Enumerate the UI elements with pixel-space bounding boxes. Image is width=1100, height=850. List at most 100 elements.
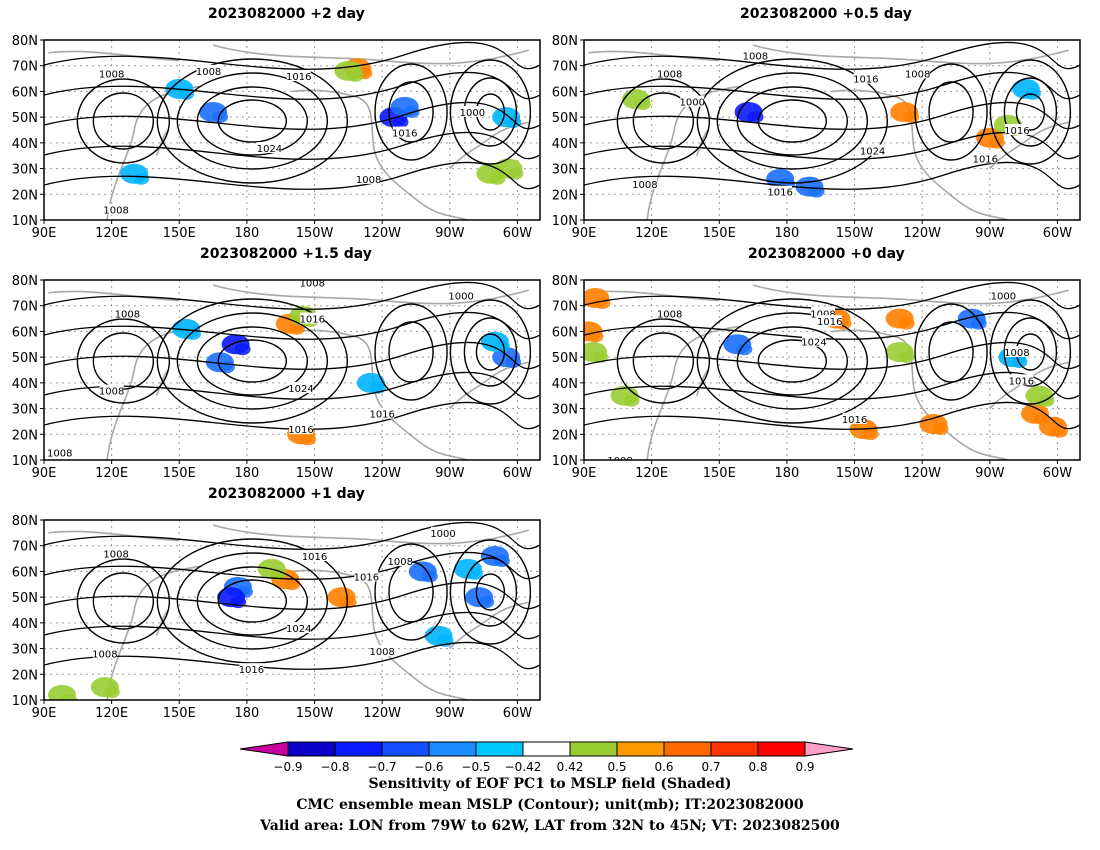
colorbar-segment — [522, 741, 571, 757]
lon-tick-label: 180 — [774, 466, 799, 481]
contour-label-bg — [104, 203, 129, 215]
mslp-contour — [156, 58, 349, 184]
colorbar-segment — [616, 741, 665, 757]
mslp-contour — [696, 58, 889, 184]
colorbar-segment — [287, 741, 336, 757]
lon-tick-label: 150W — [296, 706, 334, 721]
mslp-contour — [156, 298, 349, 424]
mslp-contour — [44, 161, 540, 190]
contour-label-bg — [99, 384, 124, 396]
lat-tick-label: 20N — [12, 188, 38, 203]
mslp-contour — [44, 71, 540, 100]
coastline — [48, 290, 180, 302]
lon-tick-label: 90W — [975, 466, 1005, 481]
mslp-contour — [44, 611, 540, 640]
contour-label: 1008 — [99, 387, 124, 398]
contour-label: 1008 — [92, 650, 117, 661]
mslp-contour — [989, 59, 1072, 165]
mslp-contour — [44, 341, 540, 370]
lat-tick-label: 20N — [12, 428, 38, 443]
lat-tick-label: 40N — [552, 137, 578, 152]
contour-label-bg — [354, 570, 379, 582]
mslp-contour — [616, 78, 711, 164]
mslp-contour — [44, 131, 540, 160]
contour-label: 1008 — [387, 557, 412, 568]
mslp-contour — [449, 299, 532, 405]
sensitivity-blob — [507, 167, 524, 180]
mslp-contour — [696, 298, 889, 424]
map-panel-plus-1-day: 1008 1016 1024 1016 1008 1016 1008 1000 1008 10N 2… — [12, 514, 541, 721]
mslp-contour — [217, 339, 288, 383]
lon-tick-label: 150E — [163, 706, 196, 721]
colorbar-label: −0.7 — [367, 760, 396, 774]
contour-label-bg — [104, 547, 129, 559]
mslp-contour — [928, 81, 974, 143]
sensitivity-blob — [623, 394, 640, 407]
contour-label-bg — [92, 647, 117, 659]
contour-label-bg — [853, 72, 878, 84]
lat-tick-label: 80N — [12, 34, 38, 49]
contour-label-bg — [302, 550, 327, 561]
sensitivity-blob — [133, 172, 150, 185]
mslp-contour — [584, 131, 1080, 160]
mslp-contour — [584, 371, 1080, 400]
lon-tick-label: 120W — [903, 226, 941, 241]
contour-label: 1000 — [991, 291, 1016, 302]
lat-tick-label: 10N — [552, 214, 578, 229]
mslp-contour — [1003, 77, 1058, 147]
mslp-contour — [156, 538, 349, 664]
mslp-contour — [584, 401, 1080, 430]
contour-label-bg — [289, 423, 314, 435]
sensitivity-blob — [592, 351, 609, 363]
contour-label: 1016 — [973, 154, 998, 165]
lat-tick-label: 20N — [12, 668, 38, 683]
contour-label: 1008 — [103, 549, 128, 560]
contour-label-bg — [905, 67, 930, 79]
mslp-contour — [44, 551, 540, 580]
mslp-contour — [463, 317, 518, 387]
sensitivity-blob — [61, 693, 78, 700]
sensitivity-blob — [932, 423, 949, 435]
map-background — [44, 40, 540, 220]
contour-label: 1016 — [369, 410, 394, 421]
mslp-contour — [92, 572, 155, 630]
contour-label: 1016 — [288, 425, 313, 436]
lon-tick-label: 120W — [363, 706, 401, 721]
colorbar-label: −0.8 — [320, 760, 349, 774]
mslp-contour — [757, 339, 828, 383]
contour-label: 1008 — [300, 279, 325, 290]
lat-tick-label: 80N — [552, 34, 578, 49]
panel-title-plus-1.5-day: 2023082000 +1.5 day — [200, 246, 372, 262]
contour-label: 1016 — [853, 75, 878, 86]
colorbar-segment — [381, 741, 430, 757]
caption-line-1: Sensitivity of EOF PC1 to MSLP field (Sh… — [368, 776, 732, 792]
colorbar-segment — [757, 741, 806, 757]
map-background — [584, 280, 1080, 460]
lon-tick-label: 90W — [435, 226, 465, 241]
contour-label-bg — [370, 407, 395, 419]
lat-tick-label: 60N — [12, 565, 38, 580]
lat-tick-label: 50N — [12, 111, 38, 126]
contour-label-bg — [300, 280, 325, 288]
contour-label-bg — [657, 67, 682, 79]
lon-tick-label: 60W — [1043, 226, 1073, 241]
map-frame — [43, 519, 541, 701]
contour-label-bg — [608, 454, 633, 460]
map-frame — [583, 39, 1081, 221]
mslp-contour — [92, 92, 155, 150]
sensitivity-blob — [340, 596, 357, 609]
mslp-contour — [757, 99, 828, 143]
sensitivity-blob — [347, 69, 364, 82]
map-background — [44, 520, 540, 700]
sensitivity-blob — [392, 116, 409, 129]
mslp-contour — [374, 63, 448, 161]
mslp-contour — [584, 281, 1080, 310]
lon-tick-label: 90E — [572, 466, 597, 481]
lon-tick-label: 150W — [296, 466, 334, 481]
contour-label: 1024 — [288, 384, 313, 395]
lat-tick-label: 10N — [12, 694, 38, 709]
lat-tick-label: 30N — [12, 403, 38, 418]
mslp-contour — [584, 101, 1080, 130]
lon-tick-label: 90E — [32, 706, 57, 721]
mslp-contour — [1015, 93, 1046, 131]
